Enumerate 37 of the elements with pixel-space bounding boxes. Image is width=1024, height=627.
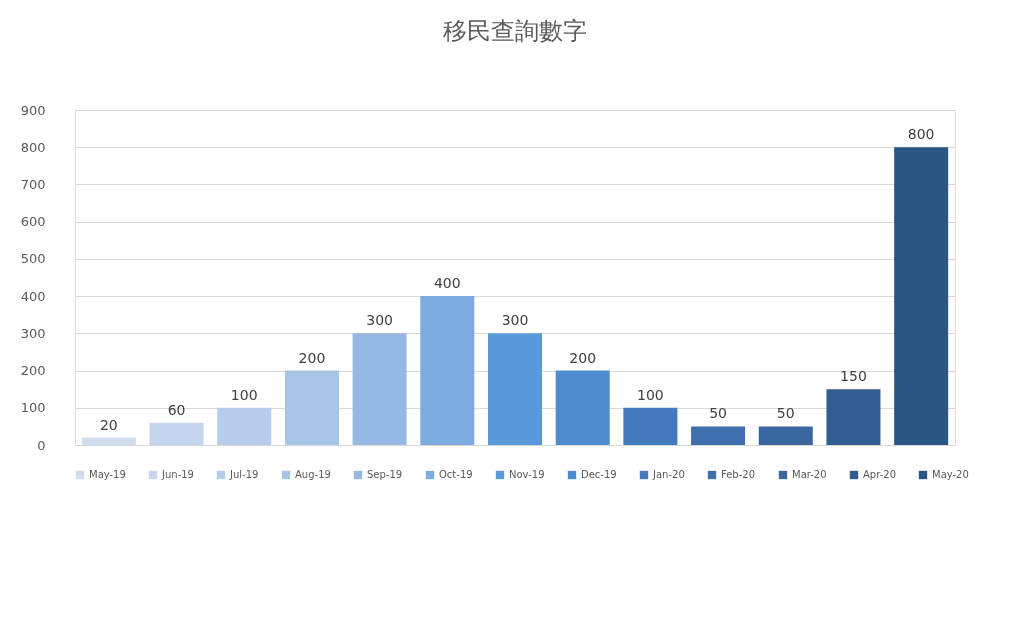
legend-label: Sep-19 (367, 469, 403, 480)
chart-title: 移民查詢數字 (443, 17, 587, 45)
y-tick-label: 800 (20, 139, 46, 155)
data-label: 50 (709, 405, 727, 422)
legend-label: Jul-19 (229, 469, 259, 480)
data-label: 50 (776, 405, 795, 422)
legend-label: Dec-19 (581, 469, 617, 480)
data-label: 200 (569, 349, 597, 366)
data-label: 300 (501, 312, 529, 329)
data-label: 100 (230, 386, 258, 403)
data-label: 20 (99, 416, 118, 433)
y-tick-label: 200 (20, 363, 46, 379)
legend-label: Oct-19 (439, 469, 473, 480)
y-tick-label: 700 (20, 176, 46, 192)
y-tick-label: 600 (20, 214, 46, 230)
y-tick-label: 100 (20, 400, 46, 416)
legend-label: Mar-20 (792, 469, 827, 480)
y-tick-label: 300 (20, 325, 46, 341)
data-label: 800 (907, 126, 935, 143)
legend-label: Nov-19 (509, 469, 545, 480)
y-tick-label: 500 (20, 251, 46, 267)
legend-label: Jun-19 (161, 469, 194, 480)
y-tick-label: 900 (20, 102, 46, 118)
legend-label: Jan-20 (652, 469, 685, 480)
y-tick-label: 0 (37, 437, 46, 453)
legend-label: Apr-20 (863, 469, 896, 480)
y-tick-label: 400 (20, 288, 46, 304)
data-label: 400 (433, 275, 461, 292)
legend-label: May-19 (89, 469, 126, 480)
data-label: 100 (637, 386, 664, 403)
data-label: 60 (167, 401, 186, 418)
data-label: 150 (840, 368, 867, 385)
data-label: 200 (298, 349, 326, 366)
legend-label: Aug-19 (295, 469, 331, 480)
legend-label: May-20 (932, 469, 969, 480)
data-label: 300 (366, 312, 393, 329)
legend-label: Feb-20 (721, 469, 756, 480)
